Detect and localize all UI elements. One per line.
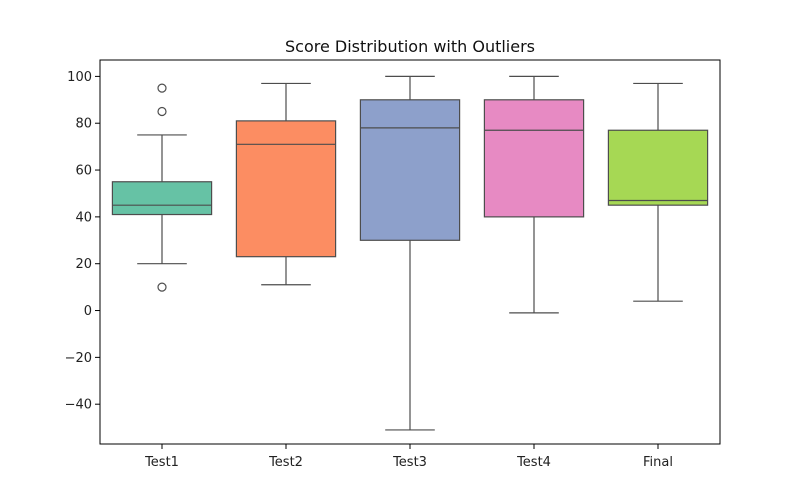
y-tick-label: 100: [67, 70, 92, 85]
chart-title: Score Distribution with Outliers: [285, 37, 535, 56]
box-final: [607, 82, 709, 302]
y-tick-label: 40: [75, 210, 92, 225]
y-tick-label: 60: [75, 164, 92, 179]
plot-area: [111, 75, 709, 431]
y-tick-label: −40: [65, 398, 92, 413]
plot-frame: [99, 59, 721, 445]
y-tick-label: 20: [75, 257, 92, 272]
y-tick-label: 0: [84, 304, 92, 319]
iqr-box: [607, 129, 709, 206]
outlier-point: [157, 282, 167, 292]
box-test2: [235, 82, 337, 286]
y-tick-label: 80: [75, 117, 92, 132]
iqr-box: [359, 99, 461, 241]
box-test4: [483, 75, 585, 314]
iqr-box: [111, 181, 213, 216]
outlier-point: [157, 83, 167, 93]
iqr-box: [235, 120, 337, 258]
x-tick-label: Test1: [144, 455, 179, 470]
box-test3: [359, 75, 461, 431]
x-tick-label: Final: [643, 455, 673, 470]
x-tick-label: Test4: [516, 455, 551, 470]
outlier-point: [157, 106, 167, 117]
axes: Test1 Test2 Test3 Test4 Final −40 −20 0 20 40 60 80…: [65, 59, 721, 470]
box-test1: [111, 83, 213, 292]
iqr-box: [483, 99, 585, 218]
x-tick-label: Test3: [392, 455, 427, 470]
x-tick-label: Test2: [268, 455, 303, 470]
y-tick-label: −20: [65, 351, 92, 366]
